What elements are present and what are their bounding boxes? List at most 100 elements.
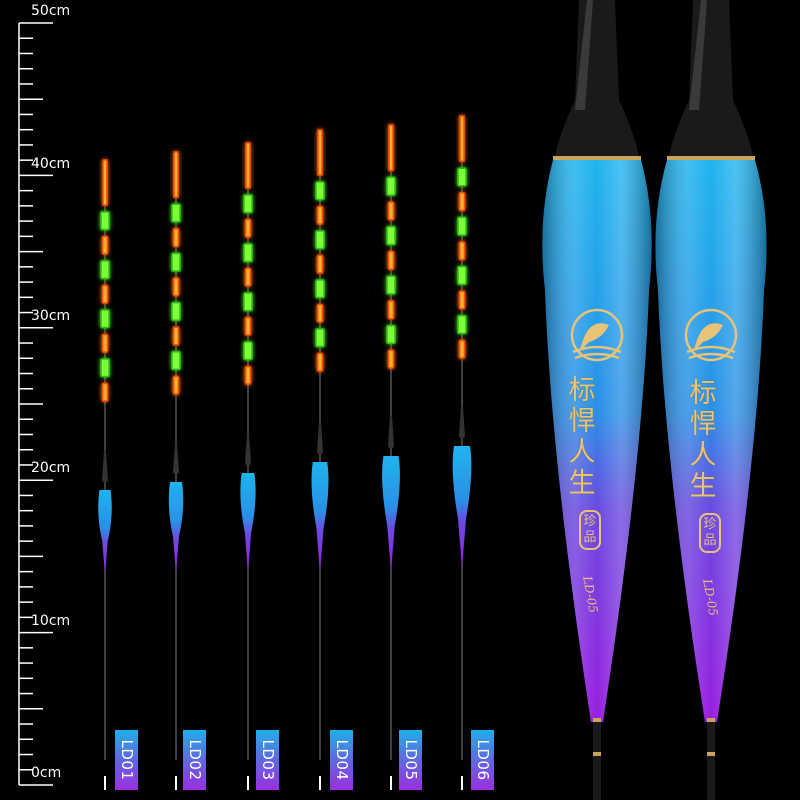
red-light-segment — [244, 316, 252, 336]
red-light-segment — [101, 333, 109, 353]
model-label: LD02 — [185, 739, 204, 781]
red-light-segment — [388, 124, 394, 172]
brand-text-right: 标 悍 人 生 — [688, 378, 718, 502]
float-tip — [102, 450, 108, 483]
green-light-segment — [386, 275, 396, 295]
brand-char: 标 — [689, 378, 717, 409]
red-light-segment — [101, 235, 109, 255]
brand-char: 悍 — [689, 409, 717, 440]
model-label: LD04 — [332, 739, 351, 781]
model-tag-ld04: LD04 — [330, 730, 353, 790]
ruler-label-0: 0cm — [31, 765, 62, 781]
green-light-segment — [457, 315, 467, 335]
small-float-5 — [382, 124, 400, 790]
red-light-segment — [458, 241, 466, 261]
gold-band — [593, 752, 601, 756]
ruler-label-50: 50cm — [31, 3, 71, 19]
gold-band — [593, 718, 601, 722]
red-light-segment — [316, 254, 324, 274]
red-light-segment — [387, 201, 395, 221]
red-light-segment — [387, 349, 395, 369]
red-light-segment — [101, 284, 109, 304]
green-light-segment — [386, 324, 396, 345]
red-light-segment — [459, 115, 465, 162]
model-tag-ld03: LD03 — [256, 730, 279, 790]
float-tip — [317, 422, 323, 455]
fish-icon — [693, 323, 723, 352]
green-light-segment — [171, 351, 181, 371]
red-light-segment — [387, 250, 395, 270]
green-light-segment — [315, 279, 325, 299]
fish-logo-icon — [570, 308, 624, 362]
ruler-scale — [18, 22, 53, 786]
float-stem — [593, 722, 601, 800]
gold-ring — [553, 156, 641, 161]
green-light-segment — [457, 265, 467, 285]
green-light-segment — [100, 309, 110, 329]
green-light-segment — [243, 341, 253, 361]
green-light-segment — [386, 176, 396, 196]
black-tip — [669, 0, 753, 158]
green-light-segment — [315, 181, 325, 201]
small-float-4 — [311, 129, 329, 790]
seal-stamp-left: 珍 品 — [579, 510, 601, 550]
float-body — [311, 462, 329, 572]
green-light-segment — [243, 194, 253, 214]
green-light-segment — [171, 203, 181, 223]
model-tag-ld02: LD02 — [183, 730, 206, 790]
red-light-segment — [102, 159, 108, 206]
float-tip — [173, 442, 179, 475]
body-shine — [655, 160, 767, 722]
brand-char: 人 — [689, 440, 717, 471]
green-light-segment — [100, 260, 110, 280]
float-body — [98, 490, 112, 575]
small-float-2 — [168, 151, 184, 790]
green-light-segment — [315, 328, 325, 348]
red-light-segment — [101, 382, 109, 402]
float-tip — [245, 433, 251, 466]
float-stem — [707, 722, 715, 800]
gold-ring — [667, 156, 755, 161]
closeup-float-2 — [655, 0, 767, 800]
model-tag-ld06: LD06 — [471, 730, 494, 790]
red-light-segment — [458, 290, 466, 310]
ruler-label-20: 20cm — [31, 460, 71, 476]
green-light-segment — [100, 211, 110, 231]
fish-logo-icon — [684, 308, 738, 362]
small-float-6 — [452, 115, 472, 790]
tip-highlight — [689, 0, 707, 110]
red-light-segment — [244, 218, 252, 238]
red-light-segment — [245, 142, 251, 189]
closeup-floats — [542, 0, 767, 800]
float-body — [240, 473, 256, 572]
red-light-segment — [316, 352, 324, 372]
ruler-label-40: 40cm — [31, 156, 71, 172]
small-float-1 — [98, 159, 112, 790]
body-shine — [542, 160, 652, 722]
brand-text-left: 标 悍 人 生 — [567, 375, 597, 499]
float-tip — [388, 416, 394, 449]
seal-char: 品 — [583, 530, 597, 545]
green-light-segment — [315, 230, 325, 250]
model-label: LD05 — [401, 739, 420, 781]
brand-char: 悍 — [568, 406, 596, 437]
red-light-segment — [317, 129, 323, 176]
red-light-segment — [172, 277, 180, 297]
green-light-segment — [100, 358, 110, 378]
seal-char: 珍 — [583, 514, 597, 529]
float-tip — [459, 406, 465, 439]
gold-band — [707, 718, 715, 722]
model-tag-ld05: LD05 — [399, 730, 422, 790]
seal-stamp-right: 珍 品 — [699, 513, 721, 553]
green-light-segment — [171, 252, 181, 272]
green-light-segment — [243, 243, 253, 263]
red-light-segment — [173, 151, 179, 198]
red-light-segment — [172, 375, 180, 395]
ruler-label-10: 10cm — [31, 613, 71, 629]
red-light-segment — [316, 303, 324, 323]
brand-char: 生 — [689, 471, 717, 502]
brand-char: 标 — [568, 375, 596, 406]
closeup-float-1 — [542, 0, 652, 800]
